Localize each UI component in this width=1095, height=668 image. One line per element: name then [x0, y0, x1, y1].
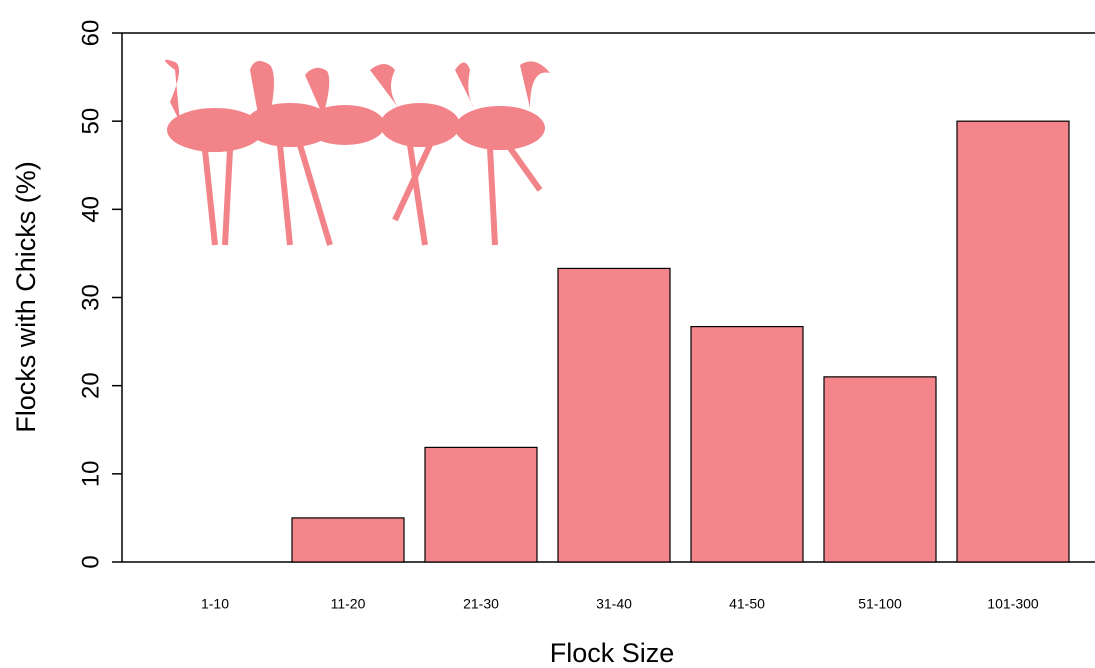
y-tick-label: 10	[77, 460, 104, 487]
x-tick-label: 51-100	[858, 596, 902, 612]
x-axis-label: Flock Size	[550, 638, 675, 668]
bar	[424, 446, 538, 563]
y-tick-label: 60	[77, 20, 104, 47]
x-tick-label: 31-40	[596, 596, 632, 612]
x-tick-label: 1-10	[201, 596, 229, 612]
bar	[956, 120, 1070, 563]
y-tick-label: 20	[77, 372, 104, 399]
x-tick-label: 41-50	[729, 596, 765, 612]
x-tick-label: 21-30	[463, 596, 499, 612]
bar	[291, 517, 405, 563]
flamingo-illustration	[165, 59, 550, 246]
x-tick-label: 101-300	[987, 596, 1039, 612]
x-tick-label: 11-20	[331, 596, 366, 612]
bar	[823, 376, 937, 563]
bar	[557, 267, 671, 563]
y-tick-label: 0	[77, 555, 104, 568]
y-tick-label: 50	[77, 108, 104, 135]
y-tick-label: 40	[77, 196, 104, 223]
bar	[690, 325, 804, 563]
y-axis-label: Flocks with Chicks (%)	[11, 161, 41, 433]
y-tick-label: 30	[77, 284, 104, 311]
